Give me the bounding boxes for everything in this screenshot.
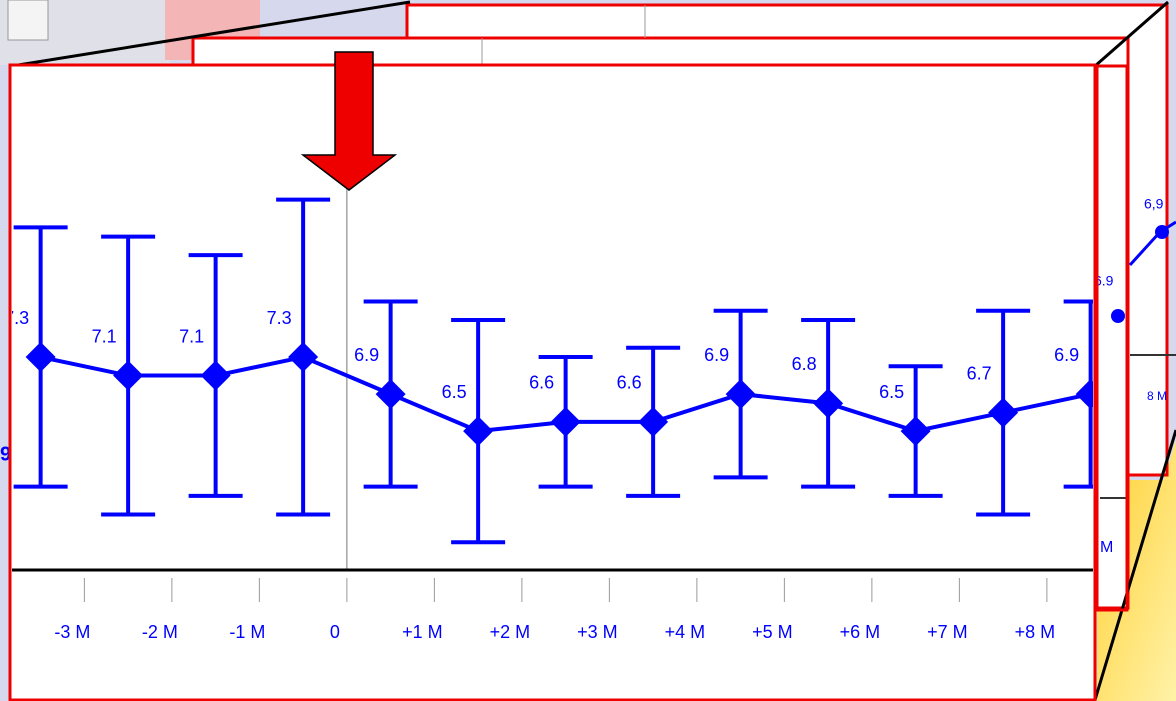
x-tick-label: +2 M	[490, 622, 531, 642]
point	[200, 360, 231, 391]
value-label: 6.9	[354, 345, 379, 365]
back-point	[1111, 309, 1125, 323]
zoom-line	[1094, 0, 1169, 68]
fragment-label: M	[1100, 539, 1113, 556]
thumbnail	[7, 0, 49, 41]
x-tick-label: +1 M	[402, 622, 443, 642]
point	[25, 342, 56, 373]
value-label: 7.1	[179, 326, 204, 346]
point	[900, 416, 931, 447]
value-label: 7.3	[267, 308, 292, 328]
x-tick-label: +8 M	[1015, 622, 1056, 642]
point	[550, 406, 581, 437]
point	[1075, 379, 1093, 410]
x-tick-label: -1 M	[229, 622, 265, 642]
x-tick-label: +3 M	[577, 622, 618, 642]
point	[288, 342, 319, 373]
x-tick-label: +4 M	[665, 622, 706, 642]
x-tick-label: +6 M	[840, 622, 881, 642]
point	[813, 388, 844, 419]
value-label: 6.7	[967, 363, 992, 383]
fragment-label: 6,9	[1144, 196, 1164, 212]
x-tick-label: +7 M	[927, 622, 968, 642]
value-label: 6.5	[879, 382, 904, 402]
x-tick-label: -3 M	[54, 622, 90, 642]
x-tick-label: +5 M	[752, 622, 793, 642]
zoom-line	[1093, 429, 1176, 701]
value-label: 6.6	[617, 373, 642, 393]
x-tick-label: 0	[330, 622, 340, 642]
zoom-line	[11, 0, 411, 68]
value-label: 7.3	[4, 308, 29, 328]
value-label: 7.1	[92, 326, 117, 346]
point	[375, 379, 406, 410]
fragment-label: 8 M	[1147, 389, 1167, 403]
back-point	[1155, 225, 1169, 239]
value-label: 6.6	[529, 373, 554, 393]
point	[113, 360, 144, 391]
point	[988, 397, 1019, 428]
pointer-arrow	[300, 51, 398, 191]
value-label: 6.9	[1054, 345, 1079, 365]
side-panel	[1095, 64, 1129, 612]
plot: -3 M -2 M -1 M 0 +1 M +2 M +3 M +4 M +5 M +6 M +7 …	[4, 70, 1093, 642]
value-label: 6.5	[442, 382, 467, 402]
point	[725, 379, 756, 410]
point	[638, 406, 669, 437]
value-label: 6.8	[792, 354, 817, 374]
point	[463, 416, 494, 447]
fragment-label: 9	[0, 443, 11, 465]
value-label: 6.9	[704, 345, 729, 365]
x-tick-label: -2 M	[142, 622, 178, 642]
fragment-label: 6.9	[1094, 273, 1114, 289]
